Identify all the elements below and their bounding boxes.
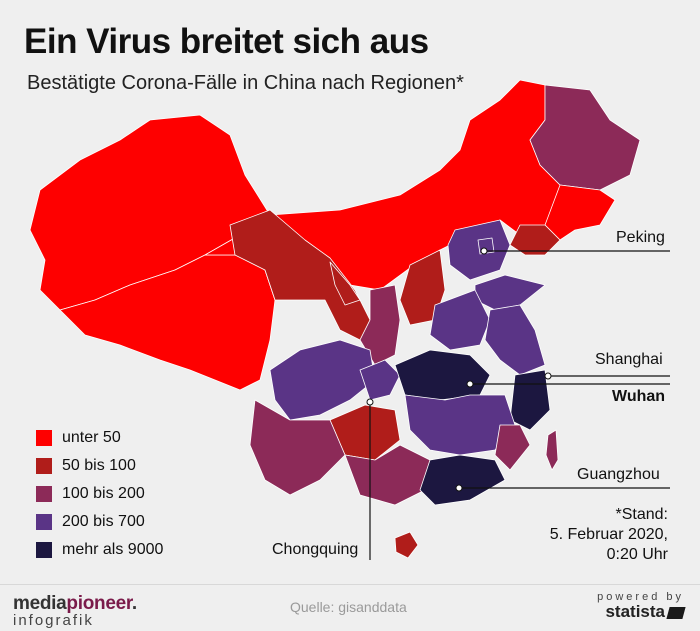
city-label-shanghai: Shanghai	[595, 351, 663, 368]
chart-subtitle: Bestätigte Corona-Fälle in China nach Re…	[27, 72, 464, 94]
peking-marker	[480, 247, 488, 255]
guangzhou-marker	[455, 484, 463, 492]
legend-label: mehr als 9000	[62, 541, 164, 558]
region-jiangsu-anhui	[484, 304, 546, 376]
statista-wordmark: statista	[597, 602, 686, 622]
footnote-line: *Stand:	[615, 506, 668, 523]
legend-item: unter 50	[36, 424, 163, 452]
legend-swatch	[36, 430, 52, 446]
region-tibet	[59, 254, 276, 391]
mediapioneer-logo: mediapioneer. infografik	[13, 593, 137, 629]
chongqing-marker	[366, 398, 374, 406]
city-label-wuhan: Wuhan	[612, 388, 666, 405]
city-markers	[369, 250, 670, 560]
brand-part-pioneer: pioneer	[66, 593, 132, 614]
region-hainan	[394, 531, 419, 559]
powered-by-label: powered by	[597, 591, 684, 603]
legend-label: 100 bis 200	[62, 485, 145, 502]
brand-subtitle: infografik	[13, 612, 94, 629]
legend-label: 50 bis 100	[62, 457, 136, 474]
region-ningxia	[329, 261, 361, 306]
legend-item: 200 bis 700	[36, 508, 163, 536]
legend-label: 200 bis 700	[62, 513, 145, 530]
city-label-peking: Peking	[616, 229, 665, 246]
statista-logo: powered by statista	[597, 591, 686, 622]
region-fujian	[494, 424, 531, 471]
brand-name: mediapioneer.	[13, 593, 137, 615]
statista-text: statista	[605, 602, 665, 621]
legend-swatch	[36, 542, 52, 558]
region-sichuan	[269, 339, 376, 421]
legend-swatch	[36, 486, 52, 502]
shanghai-marker	[544, 372, 552, 380]
legend-swatch	[36, 514, 52, 530]
region-hubei	[394, 349, 491, 401]
source-credit: Quelle: gisanddata	[290, 599, 407, 615]
region-henan	[429, 289, 491, 351]
brand-part-media: media	[13, 593, 67, 614]
footnote-line: 0:20 Uhr	[606, 546, 668, 563]
region-guangdong	[419, 454, 506, 506]
map-legend: unter 50 50 bis 100 100 bis 200 200 bis …	[36, 424, 163, 564]
legend-swatch	[36, 458, 52, 474]
footnote-line: 5. Februar 2020,	[549, 526, 668, 543]
brand-dot: .	[131, 593, 137, 614]
legend-item: 50 bis 100	[36, 452, 163, 480]
footer-bar: mediapioneer. infografik Quelle: gisandd…	[0, 584, 700, 631]
wuhan-marker	[466, 380, 474, 388]
city-label-chongqing: Chongquing	[272, 541, 359, 558]
region-shandong	[474, 274, 546, 311]
chart-title: Ein Virus breitet sich aus	[24, 22, 429, 61]
region-hebei	[447, 219, 511, 281]
city-label-guangzhou: Guangzhou	[577, 466, 660, 483]
region-gansu	[229, 209, 371, 341]
region-chongqing	[359, 359, 401, 401]
data-date-footnote: *Stand: 5. Februar 2020, 0:20 Uhr	[550, 505, 668, 565]
legend-item: mehr als 9000	[36, 536, 163, 564]
china-region-map	[29, 79, 670, 560]
region-taiwan	[545, 429, 559, 471]
statista-mark-icon	[666, 606, 686, 619]
region-yunnan	[249, 399, 346, 496]
legend-item: 100 bis 200	[36, 480, 163, 508]
legend-label: unter 50	[62, 429, 121, 446]
region-zhejiang	[509, 369, 551, 431]
